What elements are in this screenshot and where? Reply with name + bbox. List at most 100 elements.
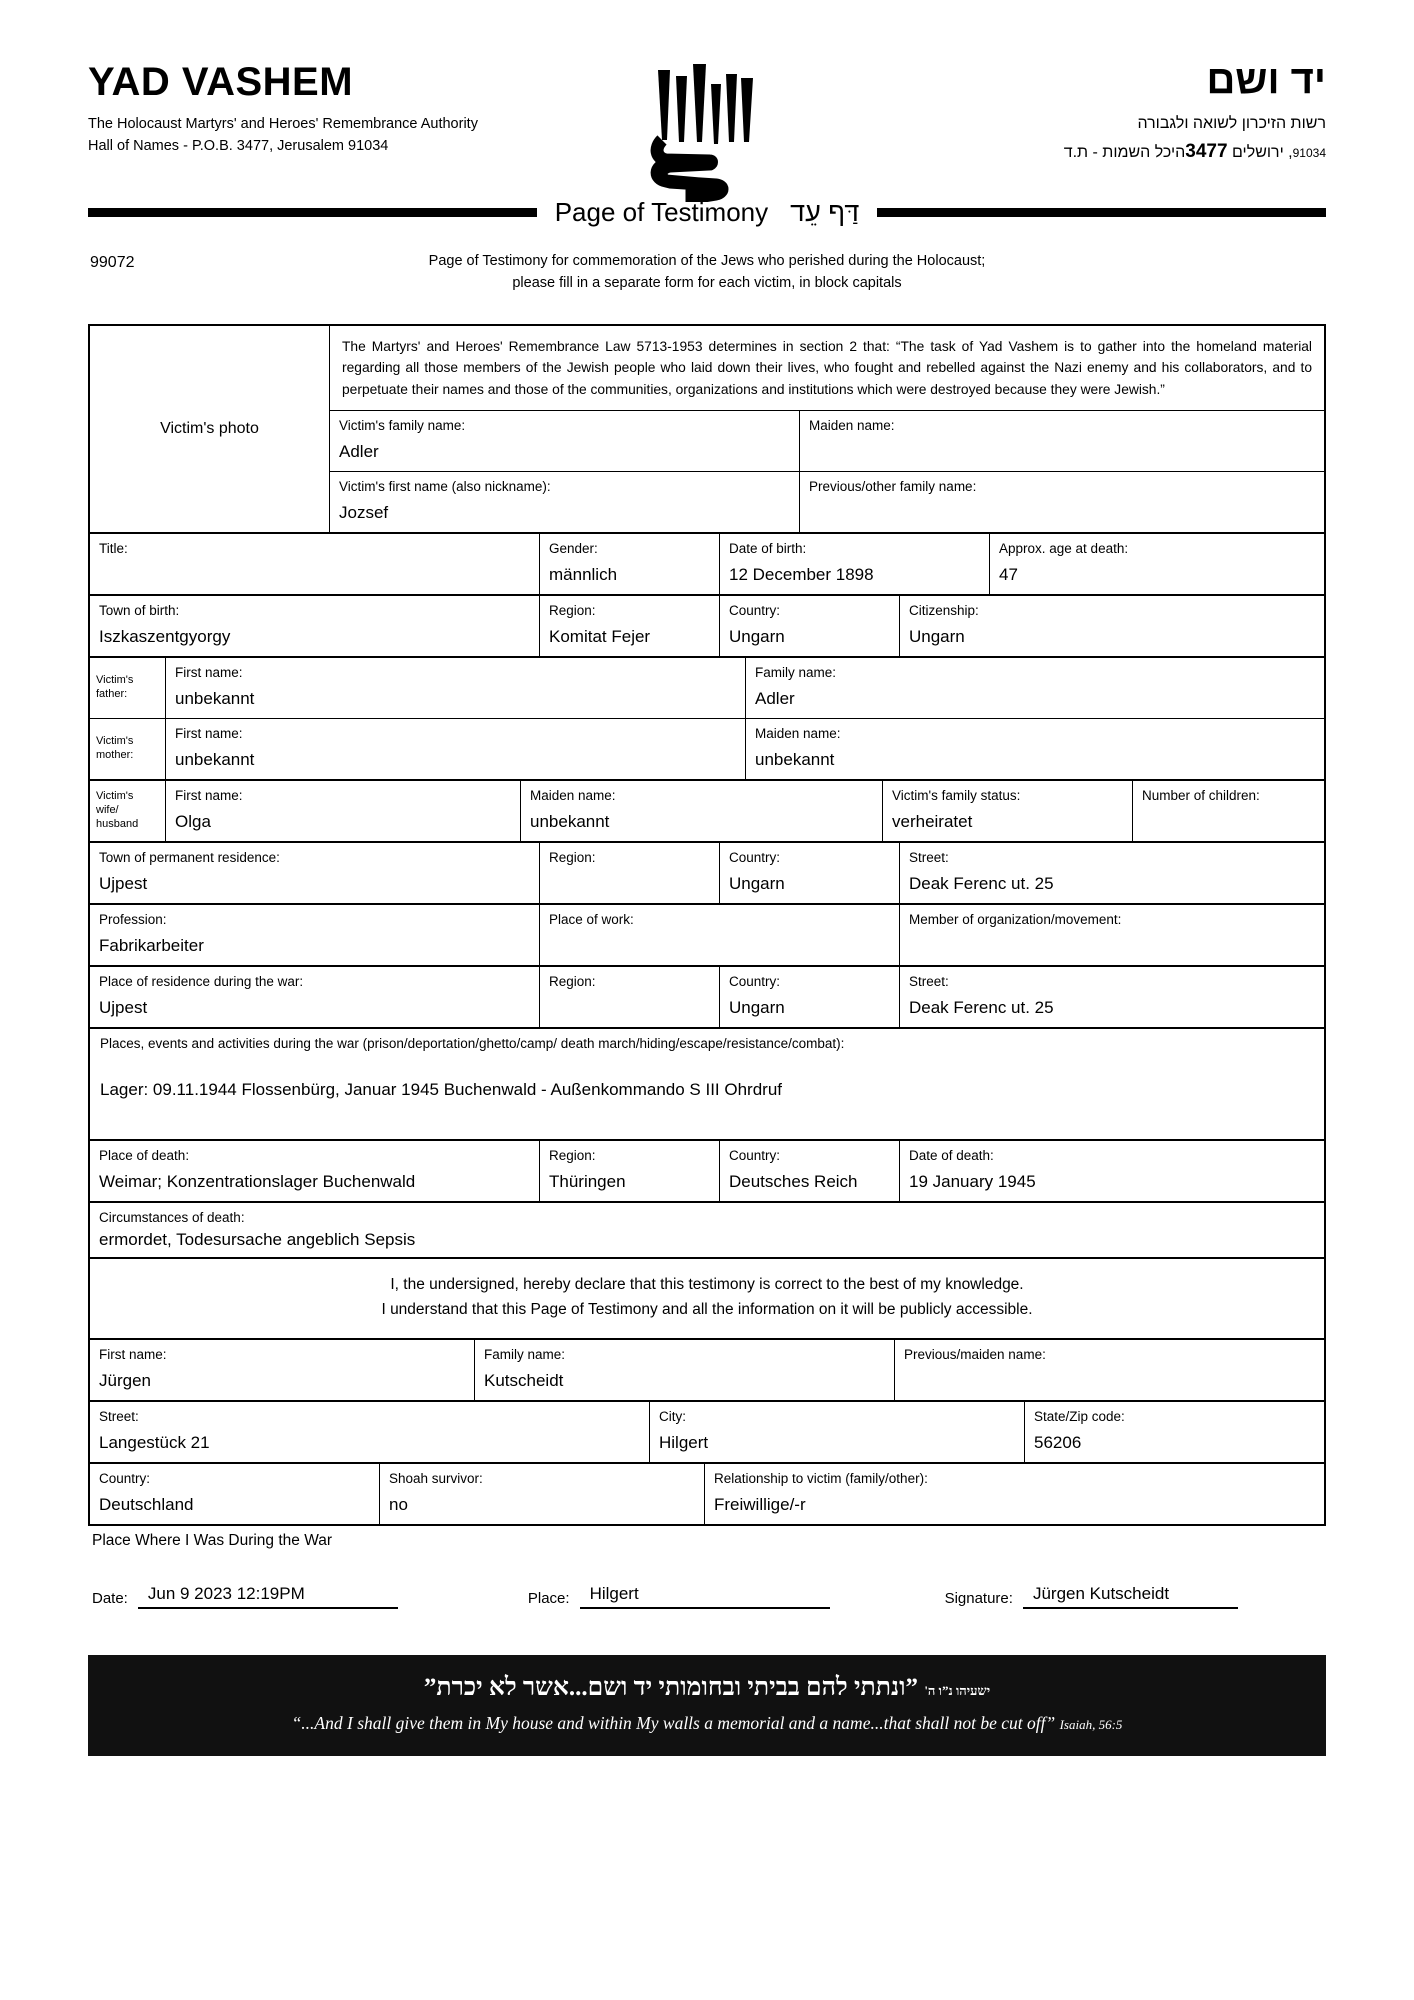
field-label: Country:: [99, 1471, 151, 1487]
field-father-first-name[interactable]: First name: unbekannt: [166, 658, 746, 718]
field-label: First name:: [175, 665, 243, 680]
field-value: no: [389, 1495, 408, 1515]
field-value: Ujpest: [99, 997, 148, 1017]
field-death-region[interactable]: Region: Thüringen: [540, 1140, 720, 1201]
field-date-of-death[interactable]: Date of death: 19 January 1945: [900, 1141, 1324, 1201]
hebrew-pob-number: 3477: [1185, 140, 1228, 162]
field-place-of-death[interactable]: Place of death: Weimar; Konzentrationsla…: [90, 1140, 540, 1201]
table-row-war-residence: Place of residence during the war: Ujpes…: [90, 966, 1324, 1029]
field-permanent-residence-country[interactable]: Country: Ungarn: [720, 842, 900, 903]
victim-photo-placeholder[interactable]: Victim's photo: [90, 326, 330, 533]
field-label: Circumstances of death:: [99, 1209, 245, 1225]
table-row-father: Victim's father: First name: unbekannt F…: [90, 658, 1324, 719]
field-war-residence-place[interactable]: Place of residence during the war: Ujpes…: [90, 966, 540, 1027]
field-label-victim-mother: Victim's mother:: [90, 718, 166, 779]
organization-name-he: יד ושם: [1206, 58, 1326, 102]
field-value: 19 January 1945: [909, 1171, 1036, 1191]
field-submitter-previous-maiden-name[interactable]: Previous/maiden name:: [895, 1340, 1324, 1400]
field-label: Shoah survivor:: [389, 1471, 483, 1487]
field-permanent-residence-region[interactable]: Region:: [540, 842, 720, 903]
field-place-of-work[interactable]: Place of work:: [540, 904, 900, 965]
field-submitter-family-name[interactable]: Family name: Kutscheidt: [475, 1340, 895, 1401]
declaration-text: I, the undersigned, hereby declare that …: [90, 1259, 1324, 1339]
field-label: Approx. age at death:: [999, 541, 1129, 557]
field-mother-first-name[interactable]: First name: unbekannt: [166, 718, 746, 779]
quote-english-line: “...And I shall give them in My house an…: [106, 1711, 1308, 1736]
field-victim-first-name[interactable]: Victim's first name (also nickname): Joz…: [330, 472, 800, 533]
field-maiden-name[interactable]: Maiden name:: [800, 411, 1324, 471]
table-row-death-place: Place of death: Weimar; Konzentrationsla…: [90, 1140, 1324, 1203]
field-father-family-name[interactable]: Family name: Adler: [746, 658, 1324, 718]
field-label: Member of organization/movement:: [909, 911, 1122, 927]
document-title-bar: Page of Testimony דַּף עֵד: [88, 194, 1326, 230]
field-circumstances-of-death[interactable]: Circumstances of death: ermordet, Todesu…: [90, 1203, 1324, 1257]
field-label: Place of work:: [549, 911, 634, 927]
field-victim-family-name[interactable]: Victim's family name: Adler: [330, 411, 800, 472]
field-relationship-to-victim[interactable]: Relationship to victim (family/other): F…: [705, 1464, 1324, 1524]
field-spouse-first-name[interactable]: First name: Olga: [166, 780, 521, 841]
field-permanent-residence-town[interactable]: Town of permanent residence: Ujpest: [90, 842, 540, 903]
field-profession[interactable]: Profession: Fabrikarbeiter: [90, 904, 540, 965]
field-label: Victim's first name (also nickname):: [339, 479, 551, 495]
field-value: Deak Ferenc ut. 25: [909, 873, 1054, 893]
title-rule-left: [88, 207, 537, 217]
field-value: 47: [999, 564, 1018, 584]
field-number-of-children[interactable]: Number of children:: [1133, 781, 1324, 841]
field-label: Places, events and activities during the…: [100, 1035, 845, 1051]
field-town-of-birth[interactable]: Town of birth: Iszkaszentgyorgy: [90, 596, 540, 656]
field-label: Street:: [909, 849, 949, 865]
table-row-submitter-address: Street: Langestück 21 City: Hilgert Stat…: [90, 1402, 1324, 1465]
field-title[interactable]: Title:: [90, 534, 540, 595]
field-spouse-maiden-name[interactable]: Maiden name: unbekannt: [521, 780, 883, 841]
page-title-en: Page of Testimony: [554, 196, 769, 227]
field-citizenship[interactable]: Citizenship: Ungarn: [900, 596, 1324, 656]
place-input[interactable]: Hilgert: [579, 1584, 830, 1610]
field-gender[interactable]: Gender: männlich: [540, 534, 720, 595]
field-member-of-organization[interactable]: Member of organization/movement:: [900, 905, 1324, 965]
hebrew-zip: 91034: [1292, 145, 1326, 160]
signature-input[interactable]: Jürgen Kutscheidt: [1022, 1584, 1238, 1610]
field-approx-age-at-death[interactable]: Approx. age at death: 47: [990, 534, 1324, 594]
field-family-status[interactable]: Victim's family status: verheiratet: [883, 780, 1133, 841]
field-value: Olga: [175, 811, 211, 831]
page-title: Page of Testimony דַּף עֵד: [537, 197, 878, 228]
field-submitter-first-name[interactable]: First name: Jürgen: [90, 1340, 475, 1401]
date-input[interactable]: Jun 9 2023 12:19PM: [137, 1584, 398, 1610]
field-places-events-activities[interactable]: Places, events and activities during the…: [90, 1029, 1324, 1139]
page-title-he: דַּף עֵד: [790, 196, 860, 227]
field-submitter-city[interactable]: City: Hilgert: [650, 1402, 1025, 1463]
field-birth-country[interactable]: Country: Ungarn: [720, 596, 900, 656]
field-date-of-birth[interactable]: Date of birth: 12 December 1898: [720, 534, 990, 595]
field-previous-other-family-name[interactable]: Previous/other family name:: [800, 472, 1324, 532]
field-label: Region:: [549, 849, 596, 865]
organization-subtitle-line-1: The Holocaust Martyrs' and Heroes' Remem…: [88, 116, 478, 132]
field-shoah-survivor[interactable]: Shoah survivor: no: [380, 1464, 705, 1525]
field-label: State/Zip code:: [1034, 1409, 1125, 1425]
field-submitter-country[interactable]: Country: Deutschland: [90, 1464, 380, 1525]
field-value: ermordet, Todesursache angeblich Sepsis: [99, 1229, 416, 1249]
organization-subtitle-line-2: Hall of Names - P.O.B. 3477, Jerusalem 9…: [88, 137, 389, 154]
field-submitter-state-zip[interactable]: State/Zip code: 56206: [1025, 1402, 1324, 1462]
brand-block-hebrew: יד ושם רשות הזיכרון לשואה ולגבורה 91034,…: [1064, 60, 1326, 166]
place-value: Hilgert: [589, 1584, 639, 1604]
quote-hebrew-reference: ישעיהו נ”ו ה': [924, 1683, 991, 1699]
field-war-residence-region[interactable]: Region:: [540, 966, 720, 1027]
declaration-line-1: I, the undersigned, hereby declare that …: [390, 1275, 1024, 1293]
field-value: Langestück 21: [99, 1433, 210, 1453]
subtitle-line-2: please fill in a separate form for each …: [512, 275, 902, 292]
field-label: First name:: [99, 1347, 167, 1363]
field-submitter-street[interactable]: Street: Langestück 21: [90, 1402, 650, 1463]
field-war-residence-country[interactable]: Country: Ungarn: [720, 966, 900, 1027]
field-value: [1142, 811, 1315, 832]
brand-block-english: YAD VASHEM The Holocaust Martyrs' and He…: [88, 62, 478, 158]
field-war-residence-street[interactable]: Street: Deak Ferenc ut. 25: [900, 967, 1324, 1027]
quote-hebrew-line: ישעיהו נ”ו ה' ”ונתתי להם בביתי ובחומותי …: [106, 1671, 1308, 1705]
remembrance-law-text: The Martyrs' and Heroes' Remembrance Law…: [330, 326, 1324, 412]
title-rule-right: [877, 207, 1326, 217]
field-label: Town of permanent residence:: [99, 849, 280, 865]
field-permanent-residence-street[interactable]: Street: Deak Ferenc ut. 25: [900, 843, 1324, 903]
field-birth-region[interactable]: Region: Komitat Fejer: [540, 596, 720, 656]
field-mother-maiden-name[interactable]: Maiden name: unbekannt: [746, 719, 1324, 779]
field-death-country[interactable]: Country: Deutsches Reich: [720, 1140, 900, 1201]
table-row-profession: Profession: Fabrikarbeiter Place of work…: [90, 904, 1324, 967]
